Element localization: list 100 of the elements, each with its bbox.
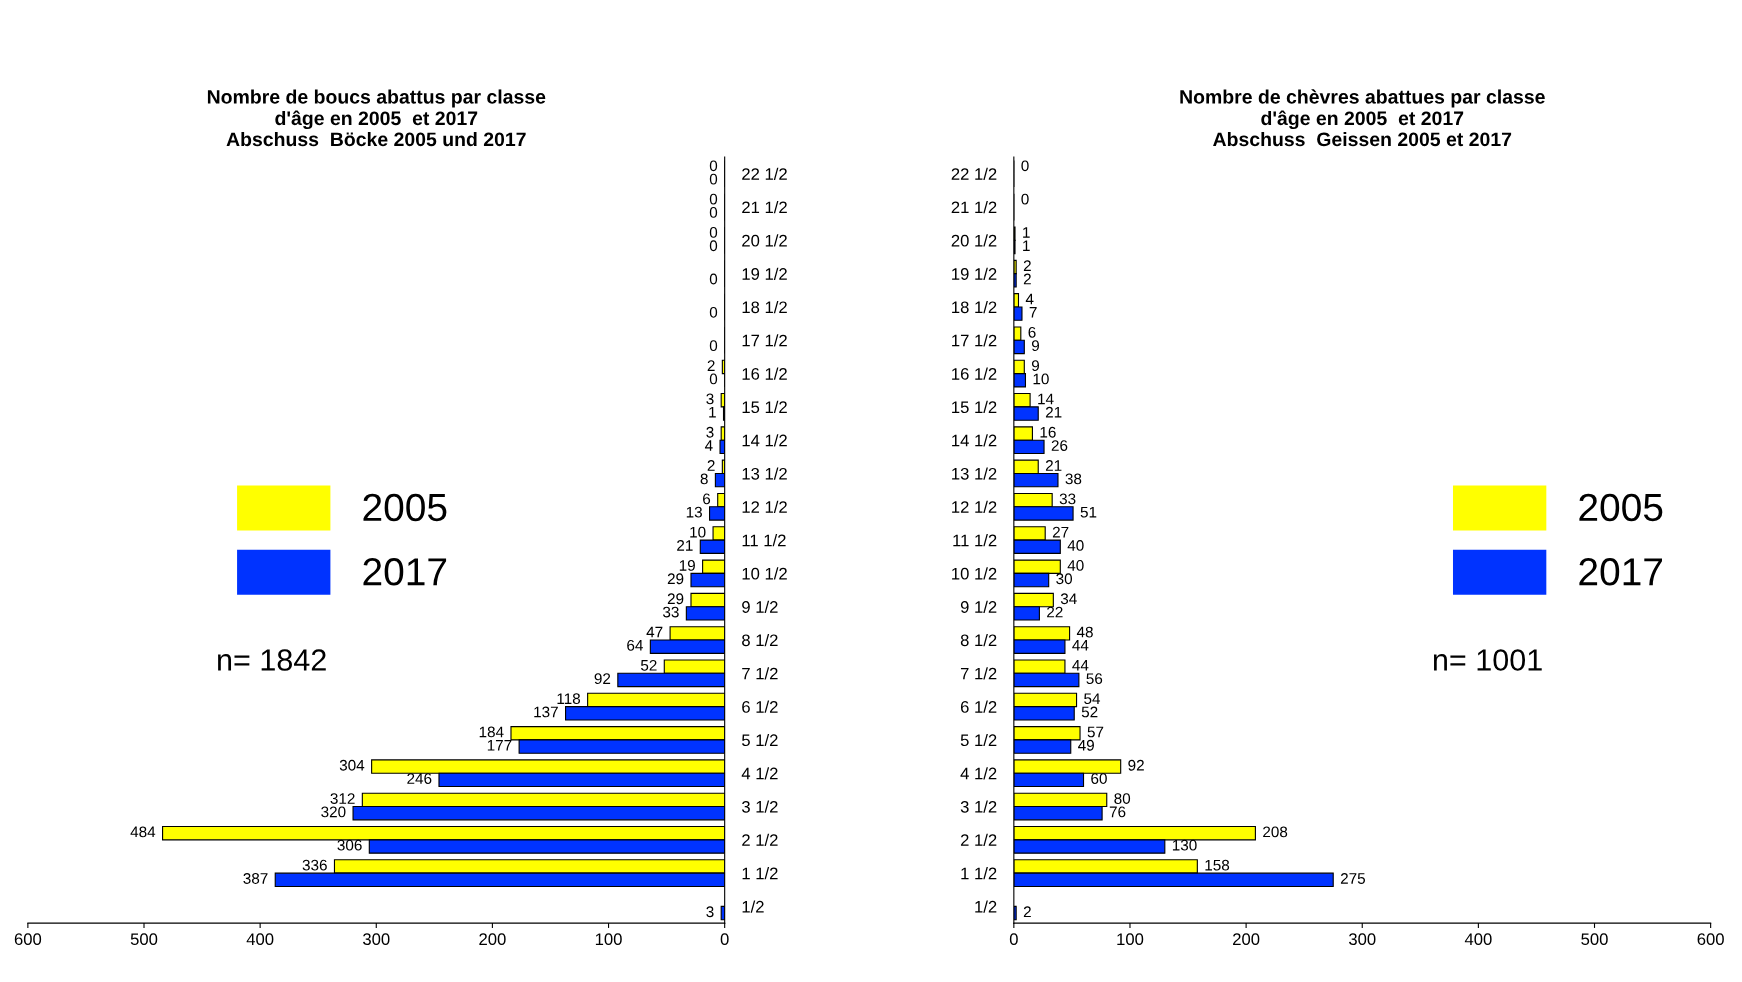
y-tick-label: 14 1/2 [742, 434, 787, 447]
y-tick-label: 11 1/2 [953, 534, 997, 547]
x-tick-label: 400 [1464, 933, 1492, 946]
data-label: 21 [1045, 460, 1062, 471]
legend-label: 2005 [363, 493, 447, 522]
data-label: 64 [627, 639, 643, 651]
y-tick-label: 14 1/2 [952, 434, 997, 447]
data-label: 40 [1067, 560, 1084, 571]
data-label: 0 [709, 207, 718, 218]
x-tick-label: 100 [595, 933, 622, 946]
data-label: 306 [337, 839, 362, 851]
x-tick-label: 500 [1581, 933, 1608, 946]
data-label: 2 [1023, 260, 1031, 271]
y-tick-label: 1/2 [742, 900, 764, 913]
data-label: 137 [534, 706, 558, 718]
data-label: 34 [1060, 593, 1077, 605]
data-label: 10 [690, 526, 706, 538]
y-tick-label: 20 1/2 [951, 234, 997, 247]
data-label: 29 [667, 573, 684, 585]
y-tick-label: 4 1/2 [741, 767, 778, 780]
y-tick-label: 1/2 [975, 900, 997, 913]
x-tick-label: 200 [1233, 933, 1260, 946]
y-tick-label: 21 1/2 [951, 201, 997, 214]
data-label: 52 [1081, 706, 1098, 718]
data-label: 130 [1172, 839, 1197, 851]
data-label: 1 [1023, 227, 1030, 238]
data-label: 0 [1021, 193, 1029, 205]
y-tick-label: 18 1/2 [742, 300, 787, 314]
x-tick-label: 400 [246, 933, 274, 946]
data-label: 54 [1084, 693, 1101, 705]
y-tick-label: 9 1/2 [742, 600, 778, 613]
data-label: 2 [707, 460, 715, 471]
data-label: 158 [1205, 859, 1230, 871]
data-label: 118 [557, 693, 581, 705]
data-label: 9 [1031, 360, 1040, 372]
data-label: 47 [646, 626, 663, 638]
data-label: 52 [640, 659, 657, 671]
data-label: 0 [709, 173, 718, 185]
x-tick-label: 500 [130, 933, 158, 946]
y-tick-label: 5 1/2 [960, 733, 997, 747]
data-label: 320 [321, 806, 346, 818]
data-label: 21 [677, 540, 693, 551]
y-tick-label: 6 1/2 [742, 700, 778, 713]
y-tick-label: 4 1/2 [960, 767, 997, 780]
data-label: 0 [709, 373, 718, 385]
data-label: 177 [487, 740, 512, 751]
y-tick-label: 21 1/2 [742, 201, 787, 214]
data-label: 0 [709, 227, 718, 238]
legend-label: 2017 [363, 558, 447, 586]
x-tick-label: 300 [363, 933, 390, 946]
data-label: 484 [130, 826, 156, 838]
x-tick-label: 0 [1009, 933, 1018, 946]
data-label: 0 [709, 340, 718, 352]
data-label: 0 [709, 193, 718, 205]
y-tick-label: 17 1/2 [742, 334, 787, 347]
y-tick-label: 1 1/2 [961, 867, 997, 880]
y-tick-label: 13 1/2 [742, 467, 787, 480]
data-label: 0 [1021, 160, 1029, 172]
y-tick-label: 8 1/2 [742, 633, 778, 647]
data-label: 2 [1023, 273, 1031, 285]
y-tick-label: 12 1/2 [952, 500, 997, 513]
data-label: 33 [662, 606, 679, 618]
data-label: 7 [1029, 307, 1037, 318]
y-tick-label: 19 1/2 [952, 267, 997, 280]
data-label: 184 [479, 726, 504, 738]
y-tick-label: 16 1/2 [742, 367, 787, 380]
data-label: 44 [1072, 660, 1089, 671]
annotation: n= 1001 [1433, 649, 1542, 671]
data-label: 30 [1056, 573, 1073, 585]
data-label: 49 [1078, 739, 1094, 751]
data-label: 3 [706, 426, 714, 438]
data-label: 92 [1128, 759, 1144, 771]
data-label: 57 [1087, 726, 1104, 738]
y-tick-label: 13 1/2 [952, 467, 997, 480]
data-label: 0 [709, 240, 718, 252]
y-tick-label: 12 1/2 [742, 500, 787, 513]
data-label: 27 [1052, 526, 1069, 538]
data-label: 26 [1051, 440, 1068, 451]
x-tick-label: 0 [720, 933, 729, 946]
data-label: 56 [1086, 673, 1103, 685]
chart-title: Nombre de boucs abattus par classe d'âge en 2005 et 2017 Abschuss Böcke 2005 und 2017 [207, 89, 546, 147]
legend-label: 2017 [1579, 558, 1662, 586]
data-label: 51 [1080, 506, 1097, 518]
y-tick-label: 7 1/2 [742, 667, 778, 680]
data-label: 246 [407, 773, 432, 784]
data-label: 48 [1076, 626, 1093, 638]
data-label: 60 [1091, 773, 1107, 784]
data-label: 3 [706, 906, 714, 918]
data-label: 0 [709, 273, 718, 285]
y-tick-label: 5 1/2 [742, 733, 778, 747]
y-tick-label: 9 1/2 [960, 600, 997, 613]
y-tick-label: 10 1/2 [742, 567, 787, 580]
data-label: 38 [1065, 473, 1082, 485]
data-label: 1 [709, 406, 716, 418]
chart-title: Nombre de chèvres abattues par classe d'âge en 2005 et 2017 Abschuss Geissen 2005 et 2017 [1180, 89, 1545, 147]
data-label: 19 [679, 560, 695, 571]
y-tick-label: 3 1/2 [741, 800, 778, 813]
data-label: 9 [1031, 340, 1040, 352]
legend-label: 2005 [1579, 493, 1663, 522]
data-label: 336 [302, 859, 327, 871]
